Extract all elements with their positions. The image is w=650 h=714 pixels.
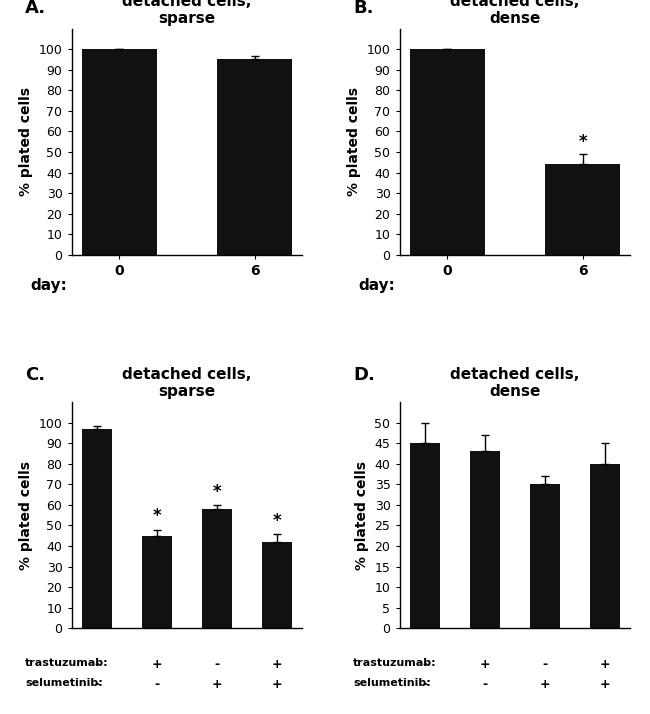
Text: selumetinib:: selumetinib:	[354, 678, 431, 688]
Text: +: +	[480, 658, 490, 670]
Y-axis label: % plated cells: % plated cells	[355, 461, 369, 570]
Bar	[142, 536, 172, 628]
Bar	[410, 49, 484, 255]
Text: C.: C.	[25, 366, 46, 384]
Bar	[590, 463, 620, 628]
Text: D.: D.	[354, 366, 375, 384]
Bar	[410, 443, 440, 628]
Title: detached cells,
sparse: detached cells, sparse	[122, 367, 252, 399]
Text: -: -	[482, 678, 488, 691]
Text: -: -	[214, 658, 220, 670]
Text: +: +	[151, 658, 162, 670]
Bar	[470, 451, 500, 628]
Title: detached cells,
dense: detached cells, dense	[450, 367, 580, 399]
Text: -: -	[543, 658, 547, 670]
Bar	[82, 428, 112, 628]
Y-axis label: % plated cells: % plated cells	[19, 87, 33, 196]
Bar	[202, 509, 232, 628]
Text: +: +	[272, 678, 282, 691]
Text: day:: day:	[30, 278, 67, 293]
Text: trastuzumab:: trastuzumab:	[25, 658, 109, 668]
Text: +: +	[540, 678, 551, 691]
Text: *: *	[273, 512, 281, 530]
Text: B.: B.	[354, 0, 374, 17]
Text: *: *	[213, 483, 221, 501]
Text: *: *	[578, 133, 587, 151]
Text: -: -	[155, 678, 159, 691]
Bar	[530, 484, 560, 628]
Text: -: -	[422, 678, 428, 691]
Text: trastuzumab:: trastuzumab:	[354, 658, 437, 668]
Text: -: -	[94, 658, 99, 670]
Bar	[218, 59, 292, 255]
Bar	[545, 164, 620, 255]
Bar	[82, 49, 157, 255]
Text: +: +	[272, 658, 282, 670]
Text: +: +	[600, 678, 610, 691]
Text: day:: day:	[358, 278, 395, 293]
Text: +: +	[212, 678, 222, 691]
Text: selumetinib:: selumetinib:	[25, 678, 103, 688]
Title: detached cells,
sparse: detached cells, sparse	[122, 0, 252, 26]
Title: detached cells,
dense: detached cells, dense	[450, 0, 580, 26]
Text: +: +	[600, 658, 610, 670]
Y-axis label: % plated cells: % plated cells	[347, 87, 361, 196]
Text: *: *	[153, 508, 161, 526]
Text: A.: A.	[25, 0, 46, 17]
Y-axis label: % plated cells: % plated cells	[19, 461, 33, 570]
Text: -: -	[422, 658, 428, 670]
Text: -: -	[94, 678, 99, 691]
Bar	[262, 542, 292, 628]
